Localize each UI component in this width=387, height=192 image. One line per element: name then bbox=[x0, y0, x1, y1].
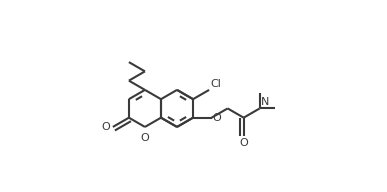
Text: Cl: Cl bbox=[210, 79, 221, 89]
Text: O: O bbox=[239, 138, 248, 148]
Text: O: O bbox=[140, 133, 149, 143]
Text: O: O bbox=[101, 122, 110, 132]
Text: O: O bbox=[213, 113, 221, 123]
Text: N: N bbox=[261, 97, 269, 107]
